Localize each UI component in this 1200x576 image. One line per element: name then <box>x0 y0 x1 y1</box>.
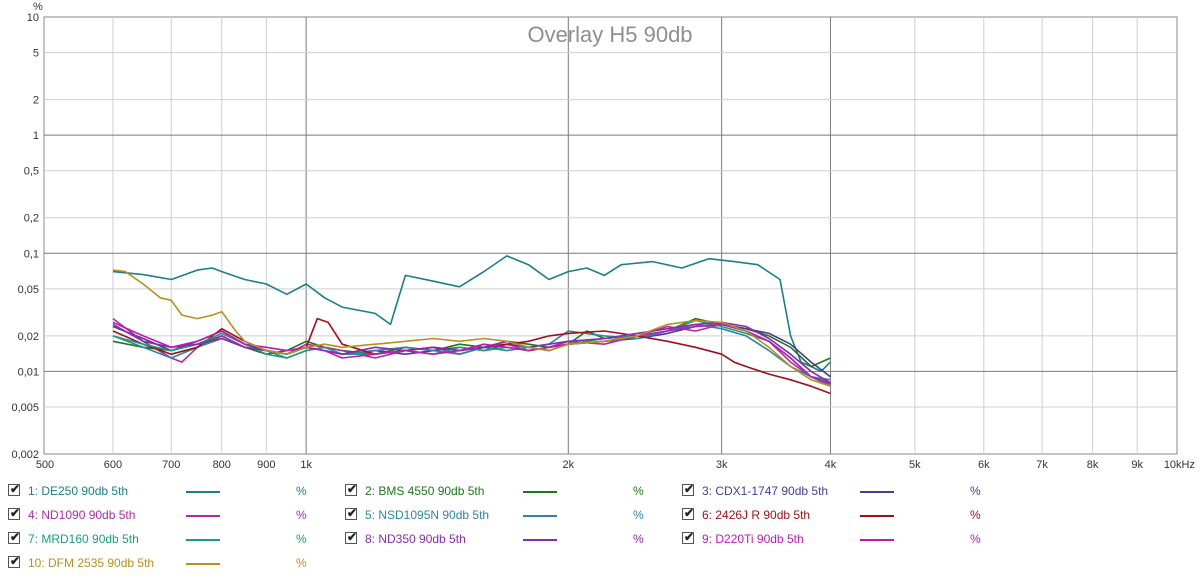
chart-area: 500 600 700 800 900 1k 2k 3k 4k 5k 6k 7k 8k 9k 10kHz 1… <box>11 1 1195 471</box>
legend-series-name: 7: MRD160 90db 5th <box>28 532 139 546</box>
legend-line-swatch <box>860 491 894 493</box>
y-tick-label: 0,02 <box>18 331 39 343</box>
legend-item[interactable]: ✔ 5: NSD1095N 90db 5th% <box>345 504 665 526</box>
x-tick-label: 900 <box>257 459 275 471</box>
checkmark-icon: ✔ <box>347 530 358 544</box>
series-checkbox[interactable]: ✔ <box>682 482 695 496</box>
legend-item[interactable]: ✔ 8: ND350 90db 5th% <box>345 528 665 550</box>
legend-unit: % <box>296 508 307 522</box>
checkmark-icon: ✔ <box>684 530 695 544</box>
legend-item[interactable]: ✔ 4: ND1090 90db 5th% <box>8 504 328 526</box>
legend-series-name: 9: D220Ti 90db 5th <box>702 532 804 546</box>
legend-unit: % <box>633 532 644 546</box>
legend-unit: % <box>296 556 307 570</box>
x-tick-label: 600 <box>104 459 122 471</box>
legend-line-swatch <box>523 491 557 493</box>
series-checkbox[interactable]: ✔ <box>8 554 21 568</box>
checkmark-icon: ✔ <box>684 482 695 496</box>
series-checkbox[interactable]: ✔ <box>682 530 695 544</box>
legend-series-name: 3: CDX1-1747 90db 5th <box>702 484 829 498</box>
series-checkbox[interactable]: ✔ <box>8 482 21 496</box>
legend-unit: % <box>970 532 981 546</box>
x-tick-label: 5k <box>909 459 921 471</box>
checkmark-icon: ✔ <box>10 506 21 520</box>
series-checkbox[interactable]: ✔ <box>345 482 358 496</box>
plot-background <box>43 16 1178 455</box>
x-tick-label: 1k <box>300 459 312 471</box>
x-tick-label: 8k <box>1087 459 1099 471</box>
x-tick-label: 9k <box>1131 459 1143 471</box>
x-tick-label: 7k <box>1036 459 1048 471</box>
series-group <box>112 255 832 395</box>
x-tick-label: 4k <box>825 459 837 471</box>
legend-unit: % <box>970 484 981 498</box>
y-tick-label: 10 <box>27 12 39 24</box>
legend-item[interactable]: ✔ 7: MRD160 90db 5th% <box>8 528 328 550</box>
legend-series-name: 6: 2426J R 90db 5th <box>702 508 811 522</box>
legend-unit: % <box>296 532 307 546</box>
y-tick-label: 0,05 <box>18 284 39 296</box>
y-tick-label: 2 <box>33 95 39 107</box>
y-tick-label: 0,2 <box>24 213 39 225</box>
legend-series-name: 1: DE250 90db 5th <box>28 484 129 498</box>
legend-series-name: 2: BMS 4550 90db 5th <box>365 484 485 498</box>
series-line-10 <box>112 269 831 387</box>
legend-series-name: 5: NSD1095N 90db 5th <box>365 508 490 522</box>
legend-line-swatch <box>523 515 557 517</box>
series-checkbox[interactable]: ✔ <box>8 506 21 520</box>
x-tick-label: 2k <box>562 459 574 471</box>
legend-series-name: 8: ND350 90db 5th <box>365 532 466 546</box>
legend-line-swatch <box>186 563 220 565</box>
legend-line-swatch <box>860 515 894 517</box>
checkmark-icon: ✔ <box>347 482 358 496</box>
x-tick-label: 6k <box>978 459 990 471</box>
y-tick-labels: 10 5 2 1 0,5 0,2 0,1 0,05 0,02 0,01 0,005 0,002 <box>11 12 39 461</box>
legend-line-swatch <box>186 515 220 517</box>
legend-item[interactable]: ✔ 2: BMS 4550 90db 5th% <box>345 480 665 502</box>
legend-line-swatch <box>860 539 894 541</box>
y-tick-label: 1 <box>33 130 39 142</box>
legend-item[interactable]: ✔ 9: D220Ti 90db 5th% <box>682 528 1002 550</box>
checkmark-icon: ✔ <box>684 506 695 520</box>
y-tick-label: 0,5 <box>24 166 39 178</box>
legend-unit: % <box>970 508 981 522</box>
series-checkbox[interactable]: ✔ <box>8 530 21 544</box>
legend-unit: % <box>296 484 307 498</box>
legend-line-swatch <box>523 539 557 541</box>
x-tick-label: 800 <box>213 459 231 471</box>
y-tick-label: 0,005 <box>11 402 39 414</box>
legend-item[interactable]: ✔ 10: DFM 2535 90db 5th% <box>8 552 328 574</box>
checkmark-icon: ✔ <box>10 530 21 544</box>
legend-line-swatch <box>186 539 220 541</box>
y-axis-unit: % <box>33 1 43 13</box>
legend-series-name: 10: DFM 2535 90db 5th <box>28 556 155 570</box>
series-checkbox[interactable]: ✔ <box>682 506 695 520</box>
grid <box>44 17 1177 454</box>
series-checkbox[interactable]: ✔ <box>345 530 358 544</box>
chart-title: Overlay H5 90db <box>527 22 692 47</box>
x-tick-label: 500 <box>36 459 54 471</box>
y-tick-label: 5 <box>33 48 39 60</box>
y-tick-label: 0,1 <box>24 248 39 260</box>
x-tick-label: 700 <box>162 459 180 471</box>
series-line-1 <box>112 255 832 373</box>
checkmark-icon: ✔ <box>10 554 21 568</box>
legend-line-swatch <box>186 491 220 493</box>
legend-item[interactable]: ✔ 1: DE250 90db 5th% <box>8 480 328 502</box>
x-tick-labels: 500 600 700 800 900 1k 2k 3k 4k 5k 6k 7k 8k 9k 10kHz <box>36 459 1195 471</box>
series-line-9 <box>112 321 831 385</box>
legend-series-name: 4: ND1090 90db 5th <box>28 508 136 522</box>
checkmark-icon: ✔ <box>347 506 358 520</box>
legend-item[interactable]: ✔ 6: 2426J R 90db 5th% <box>682 504 1002 526</box>
x-tick-label: 10kHz <box>1164 459 1195 471</box>
y-tick-label: 0,002 <box>11 449 39 461</box>
x-tick-label: 3k <box>716 459 728 471</box>
legend-item[interactable]: ✔ 3: CDX1-1747 90db 5th% <box>682 480 1002 502</box>
y-tick-label: 0,01 <box>18 366 39 378</box>
legend-unit: % <box>633 484 644 498</box>
series-checkbox[interactable]: ✔ <box>345 506 358 520</box>
checkmark-icon: ✔ <box>10 482 21 496</box>
legend-unit: % <box>633 508 644 522</box>
legend: ✔ 1: DE250 90db 5th% ✔ 2: BMS 4550 90db 5th… <box>0 478 1200 576</box>
